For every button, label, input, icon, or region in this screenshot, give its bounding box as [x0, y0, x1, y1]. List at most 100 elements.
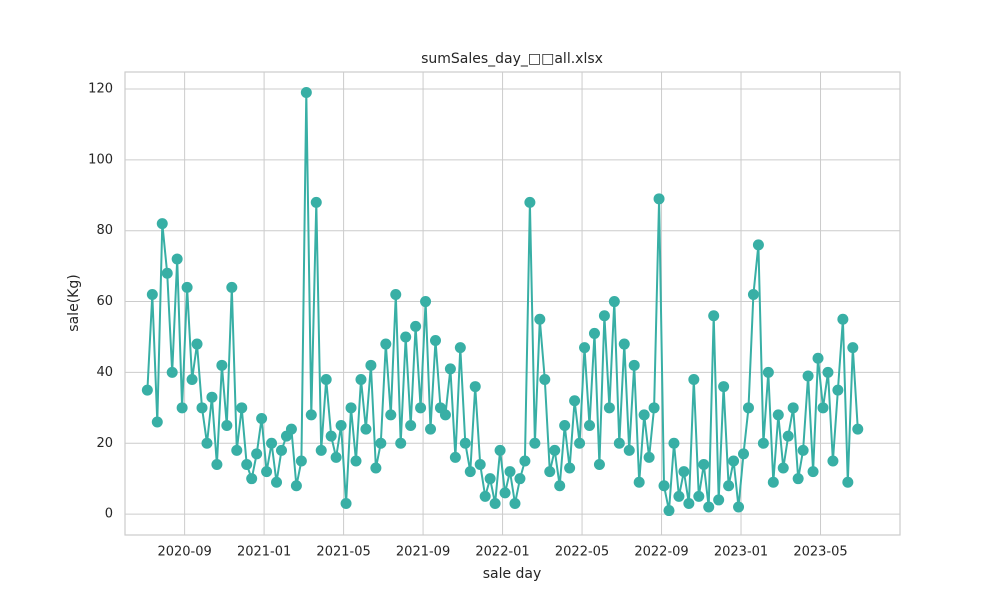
data-point: [345, 402, 357, 414]
x-tick-label: 2022-01: [475, 545, 529, 560]
data-point: [822, 366, 834, 378]
data-point: [539, 373, 551, 385]
data-point: [206, 391, 218, 403]
data-point: [569, 395, 581, 407]
data-point: [713, 494, 725, 506]
data-point: [425, 423, 437, 435]
data-point: [742, 402, 754, 414]
y-axis-label: sale(Kg): [66, 274, 82, 331]
data-point: [454, 342, 466, 354]
data-point: [464, 466, 476, 478]
data-point: [499, 487, 511, 499]
data-point: [827, 455, 839, 467]
y-tick-label: 20: [96, 436, 113, 451]
x-tick-label: 2021-09: [396, 545, 450, 560]
data-point: [365, 359, 377, 371]
data-point: [708, 310, 720, 322]
data-point: [271, 476, 283, 488]
data-point: [246, 473, 258, 485]
data-point: [191, 338, 203, 350]
data-point: [251, 448, 263, 460]
data-point: [733, 501, 745, 513]
y-tick-label: 120: [88, 82, 113, 97]
data-point: [221, 420, 233, 432]
data-point: [847, 342, 859, 354]
data-point: [663, 505, 675, 517]
data-point: [410, 320, 422, 332]
data-point: [658, 480, 670, 492]
data-point: [718, 381, 730, 393]
series-line: [146, 92, 859, 511]
data-point: [350, 455, 362, 467]
data-point: [782, 430, 794, 442]
data-point: [787, 402, 799, 414]
data-point: [817, 402, 829, 414]
data-point: [842, 476, 854, 488]
data-point: [598, 310, 610, 322]
data-point: [648, 402, 660, 414]
data-point: [757, 437, 769, 449]
data-point: [792, 473, 804, 485]
data-point: [653, 193, 665, 205]
data-point: [330, 451, 342, 463]
data-point: [638, 409, 650, 421]
data-point: [305, 409, 317, 421]
data-point: [554, 480, 566, 492]
data-point: [474, 459, 486, 471]
data-point: [459, 437, 471, 449]
data-point: [762, 366, 774, 378]
data-point: [643, 451, 655, 463]
data-point: [196, 402, 208, 414]
data-point: [146, 288, 158, 300]
data-point: [549, 444, 561, 456]
data-point: [752, 239, 764, 251]
data-point: [400, 331, 412, 343]
data-point: [261, 466, 273, 478]
data-point: [141, 384, 153, 396]
chart-title: sumSales_day_□□all.xlsx: [421, 51, 603, 67]
x-tick-label: 2021-01: [237, 545, 291, 560]
data-point: [514, 473, 526, 485]
x-tick-label: 2022-09: [634, 545, 688, 560]
data-point: [544, 466, 556, 478]
data-point: [593, 459, 605, 471]
data-point: [519, 455, 531, 467]
x-tick-label: 2020-09: [157, 545, 211, 560]
data-point: [812, 352, 824, 364]
data-point: [484, 473, 496, 485]
data-point: [738, 448, 750, 460]
data-point: [494, 444, 506, 456]
data-point: [837, 313, 849, 325]
data-point: [673, 490, 685, 502]
y-tick-label: 80: [96, 223, 113, 238]
data-point: [524, 196, 536, 208]
data-point: [236, 402, 248, 414]
data-point: [628, 359, 640, 371]
data-point: [633, 476, 645, 488]
data-point: [295, 455, 307, 467]
data-point: [797, 444, 809, 456]
x-tick-label: 2022-05: [555, 545, 609, 560]
data-point: [807, 466, 819, 478]
data-point: [176, 402, 188, 414]
data-point: [683, 497, 695, 509]
data-point: [181, 281, 193, 293]
data-point: [360, 423, 372, 435]
data-point: [603, 402, 615, 414]
data-point: [231, 444, 243, 456]
data-point: [489, 497, 501, 509]
data-point: [325, 430, 337, 442]
data-point: [335, 420, 347, 432]
y-tick-label: 100: [88, 152, 113, 167]
data-point: [395, 437, 407, 449]
data-point: [320, 373, 332, 385]
data-point: [340, 497, 352, 509]
data-point: [802, 370, 814, 382]
data-point: [405, 420, 417, 432]
data-point: [579, 342, 591, 354]
data-point: [509, 497, 521, 509]
data-point: [559, 420, 571, 432]
data-point: [256, 412, 268, 424]
data-point: [747, 288, 759, 300]
data-point: [444, 363, 456, 375]
